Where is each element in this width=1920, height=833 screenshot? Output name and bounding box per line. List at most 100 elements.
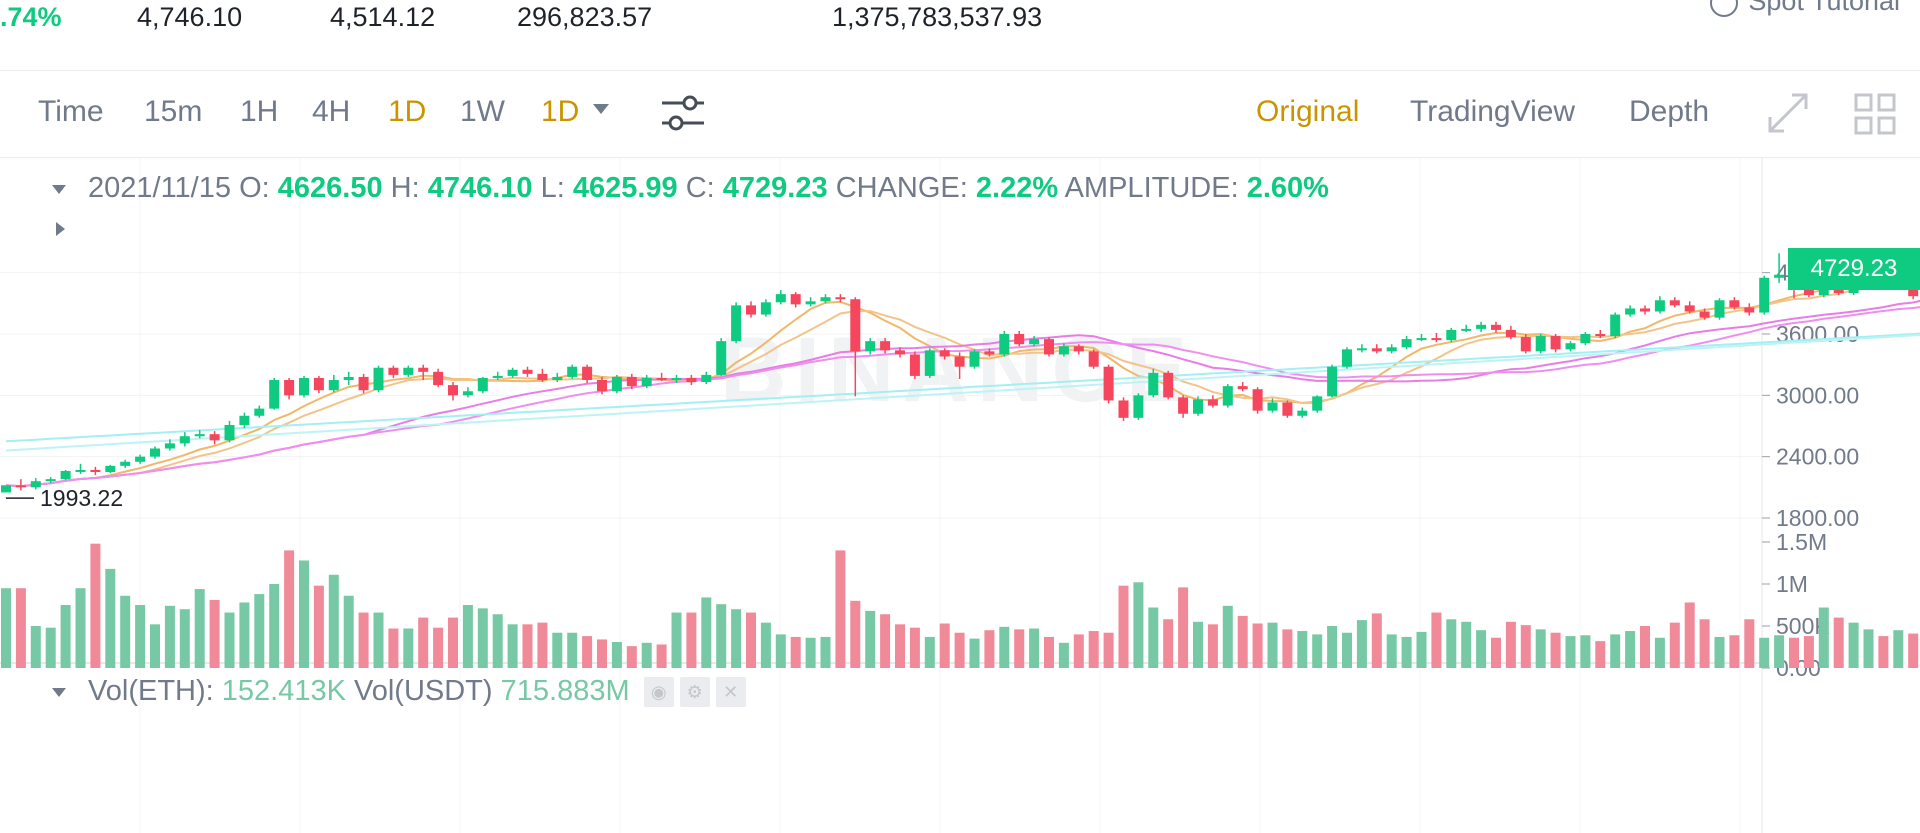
candle-up [1222,386,1233,406]
volume-bar [969,638,980,668]
candle-down [209,434,220,441]
volume-bar [462,605,473,668]
view-depth[interactable]: Depth [1629,95,1710,128]
candle-up [1565,343,1576,350]
ma120-line [5,333,1920,452]
volume-bar [120,595,131,668]
volume-bar [1207,624,1218,668]
volume-bar [1774,635,1785,668]
volume-bar [790,636,801,668]
legend-low-label: L: [540,172,565,204]
candle-up [30,481,41,488]
volume-bar [850,600,861,668]
stat-24h-high: 4,746.10 [137,2,243,32]
volume-bar [1222,605,1233,668]
candle-up [1297,410,1308,416]
candle-down [1044,339,1054,355]
volume-bar [1237,615,1248,668]
candle-down [1505,329,1516,338]
candle-up [1148,372,1159,396]
interval-15m[interactable]: 15m [144,95,203,128]
volume-bar [1625,631,1636,668]
volume-bar [1058,642,1069,668]
volume-bar [1371,613,1382,668]
volume-bar [1729,635,1740,668]
interval-dropdown[interactable]: 1D [541,95,610,129]
view-tradingview[interactable]: TradingView [1410,95,1576,128]
volume-bar [1505,621,1516,668]
volume-tick-label: 1M [1776,571,1808,597]
volume-bar [448,617,458,668]
volume-bar [1520,625,1531,668]
volume-bar [299,560,309,668]
volume-bar [1327,626,1338,668]
volume-bar [1461,621,1472,668]
view-original[interactable]: Original [1256,95,1360,128]
eye-icon[interactable]: ◉ [643,677,674,708]
candle-up [805,301,816,305]
candle-up [373,367,384,391]
price-tick-label: 2400.00 [1776,444,1859,470]
volume-bar [999,626,1010,668]
layout-grid-icon[interactable] [1854,93,1896,140]
volume-bar [820,636,831,668]
volume-bar [1893,630,1904,668]
expand-indicators-icon[interactable] [56,222,65,236]
candle-down [388,367,399,375]
volume-bar [1476,630,1487,668]
volume-bar [1073,634,1084,668]
volume-bar [254,594,265,668]
interval-time[interactable]: Time [38,95,104,128]
candle-down [418,367,429,372]
candle-up [1356,348,1367,351]
candle-up [969,351,980,367]
candle-up [403,367,414,375]
candle-down [1491,324,1501,330]
volume-bar [1878,636,1889,668]
candle-up [254,408,265,416]
candle-down [1595,334,1606,337]
interval-4h[interactable]: 4H [312,95,351,128]
candle-down [895,350,905,355]
candle-up [45,479,56,482]
volume-bar [1789,637,1799,668]
candle-up [716,341,727,375]
fullscreen-icon[interactable] [1766,91,1810,140]
candle-down [1073,346,1084,352]
stat-24h-low: 4,514.12 [330,2,436,32]
candle-down [1744,307,1755,313]
volume-bar [1863,629,1874,668]
collapse-legend-icon[interactable] [52,184,66,194]
candle-up [1133,395,1144,418]
ohlc-legend: 2021/11/15 O: 4626.50 H: 4746.10 L: 4625… [52,172,1329,205]
volume-bar [1654,637,1665,668]
volume-bar [164,605,175,668]
volume-eth-label: Vol(ETH): [88,675,214,707]
volume-bar [1133,582,1144,668]
volume-bar [701,597,712,668]
candlestick-chart: 5400.004200.003600.003000.002400.001800.… [0,158,1920,833]
candle-up [1342,349,1352,367]
collapse-volume-icon[interactable] [52,687,66,697]
candle-down [537,373,548,380]
volume-tick-label: 1.5M [1776,529,1827,555]
candle-up [224,424,235,441]
legend-high-value: 4746.10 [427,172,533,204]
price-chart-area[interactable]: BINANCE 5400.004200.003600.003000.002400… [0,158,1920,833]
volume-bar [1446,619,1457,668]
candle-up [328,380,339,391]
gear-icon[interactable]: ⚙ [679,677,710,708]
interval-1h[interactable]: 1H [240,95,279,128]
candle-down [1640,308,1650,312]
candle-down [939,350,950,357]
volume-bar [984,630,995,668]
volume-bar [522,624,533,668]
interval-1d[interactable]: 1D [388,95,427,128]
interval-1w[interactable]: 1W [460,95,505,128]
candle-down [358,376,369,391]
close-icon[interactable]: ✕ [715,677,746,708]
candle-down [880,341,891,351]
spot-tutorial-link[interactable]: Spot Tutorial [1710,0,1900,17]
indicator-settings-icon[interactable] [660,91,706,140]
volume-bar [1312,634,1323,668]
